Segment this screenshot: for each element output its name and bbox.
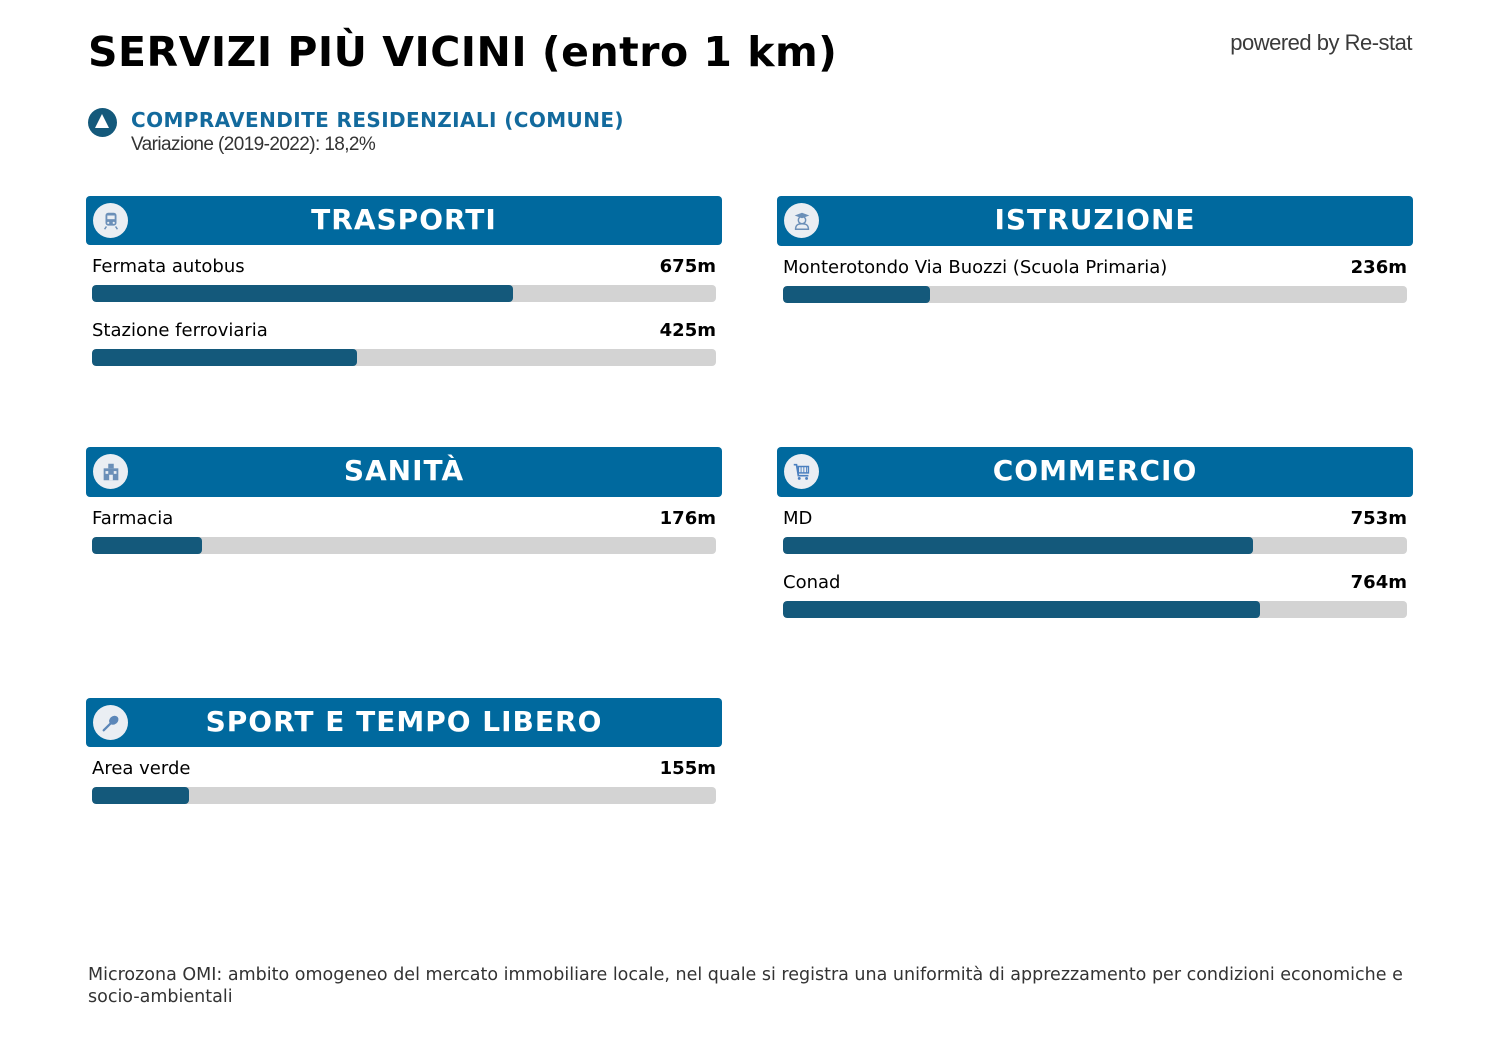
card-title: SPORT E TEMPO LIBERO <box>205 705 603 738</box>
distance-bar <box>92 537 716 554</box>
card-title: COMMERCIO <box>992 454 1198 487</box>
hospital-icon <box>93 454 128 489</box>
distance-bar-fill <box>92 285 514 302</box>
card-istruzione: ISTRUZIONE Monterotondo Via Buozzi (Scuo… <box>777 196 1413 310</box>
distance-bar-fill <box>783 601 1260 618</box>
list-item: Conad 764m <box>783 561 1407 625</box>
item-distance: 155m <box>659 758 716 779</box>
cart-icon <box>784 454 819 489</box>
card-sanita: SANITÀ Farmacia 176m <box>86 447 722 561</box>
card-commercio: COMMERCIO MD 753m Conad 764m <box>777 447 1413 625</box>
student-icon <box>784 203 819 238</box>
item-label: Fermata autobus <box>92 256 245 277</box>
card-sport: SPORT E TEMPO LIBERO Area verde 155m <box>86 698 722 811</box>
card-header: SANITÀ <box>86 447 722 497</box>
distance-bar-fill <box>783 537 1253 554</box>
distance-bar-fill <box>92 787 189 804</box>
distance-bar <box>92 285 716 302</box>
powered-by-label: powered by Re-stat <box>1230 30 1412 55</box>
train-icon <box>93 203 128 238</box>
list-item: MD 753m <box>783 497 1407 561</box>
item-label: MD <box>783 508 813 529</box>
distance-bar-fill <box>783 286 931 303</box>
card-title: TRASPORTI <box>311 203 497 236</box>
item-distance: 753m <box>1350 508 1407 529</box>
stat-title: COMPRAVENDITE RESIDENZIALI (COMUNE) <box>131 108 624 132</box>
racket-icon <box>93 705 128 740</box>
distance-bar <box>783 601 1407 618</box>
card-header: ISTRUZIONE <box>777 196 1413 246</box>
card-title: ISTRUZIONE <box>994 203 1196 236</box>
item-label: Conad <box>783 572 841 593</box>
item-label: Farmacia <box>92 508 174 529</box>
distance-bar <box>92 787 716 804</box>
item-distance: 675m <box>659 256 716 277</box>
item-distance: 176m <box>659 508 716 529</box>
page-title: SERVIZI PIÙ VICINI (entro 1 km) <box>88 28 838 76</box>
item-distance: 764m <box>1350 572 1407 593</box>
card-trasporti: TRASPORTI Fermata autobus 675m Stazione … <box>86 196 722 373</box>
item-distance: 236m <box>1350 257 1407 278</box>
footer-note: Microzona OMI: ambito omogeneo del merca… <box>88 965 1403 1007</box>
item-label: Area verde <box>92 758 191 779</box>
distance-bar <box>783 537 1407 554</box>
card-title: SANITÀ <box>343 454 465 487</box>
stat-subtitle: Variazione (2019-2022): 18,2% <box>131 134 376 155</box>
distance-bar <box>92 349 716 366</box>
list-item: Farmacia 176m <box>92 497 716 561</box>
item-label: Monterotondo Via Buozzi (Scuola Primaria… <box>783 257 1168 278</box>
distance-bar-fill <box>92 349 358 366</box>
card-header: COMMERCIO <box>777 447 1413 497</box>
triangle-up-icon <box>88 108 117 137</box>
list-item: Monterotondo Via Buozzi (Scuola Primaria… <box>783 246 1407 310</box>
list-item: Area verde 155m <box>92 747 716 811</box>
card-header: TRASPORTI <box>86 196 722 245</box>
list-item: Fermata autobus 675m <box>92 245 716 309</box>
card-header: SPORT E TEMPO LIBERO <box>86 698 722 747</box>
list-item: Stazione ferroviaria 425m <box>92 309 716 373</box>
item-label: Stazione ferroviaria <box>92 320 268 341</box>
distance-bar <box>783 286 1407 303</box>
item-distance: 425m <box>659 320 716 341</box>
distance-bar-fill <box>92 537 202 554</box>
